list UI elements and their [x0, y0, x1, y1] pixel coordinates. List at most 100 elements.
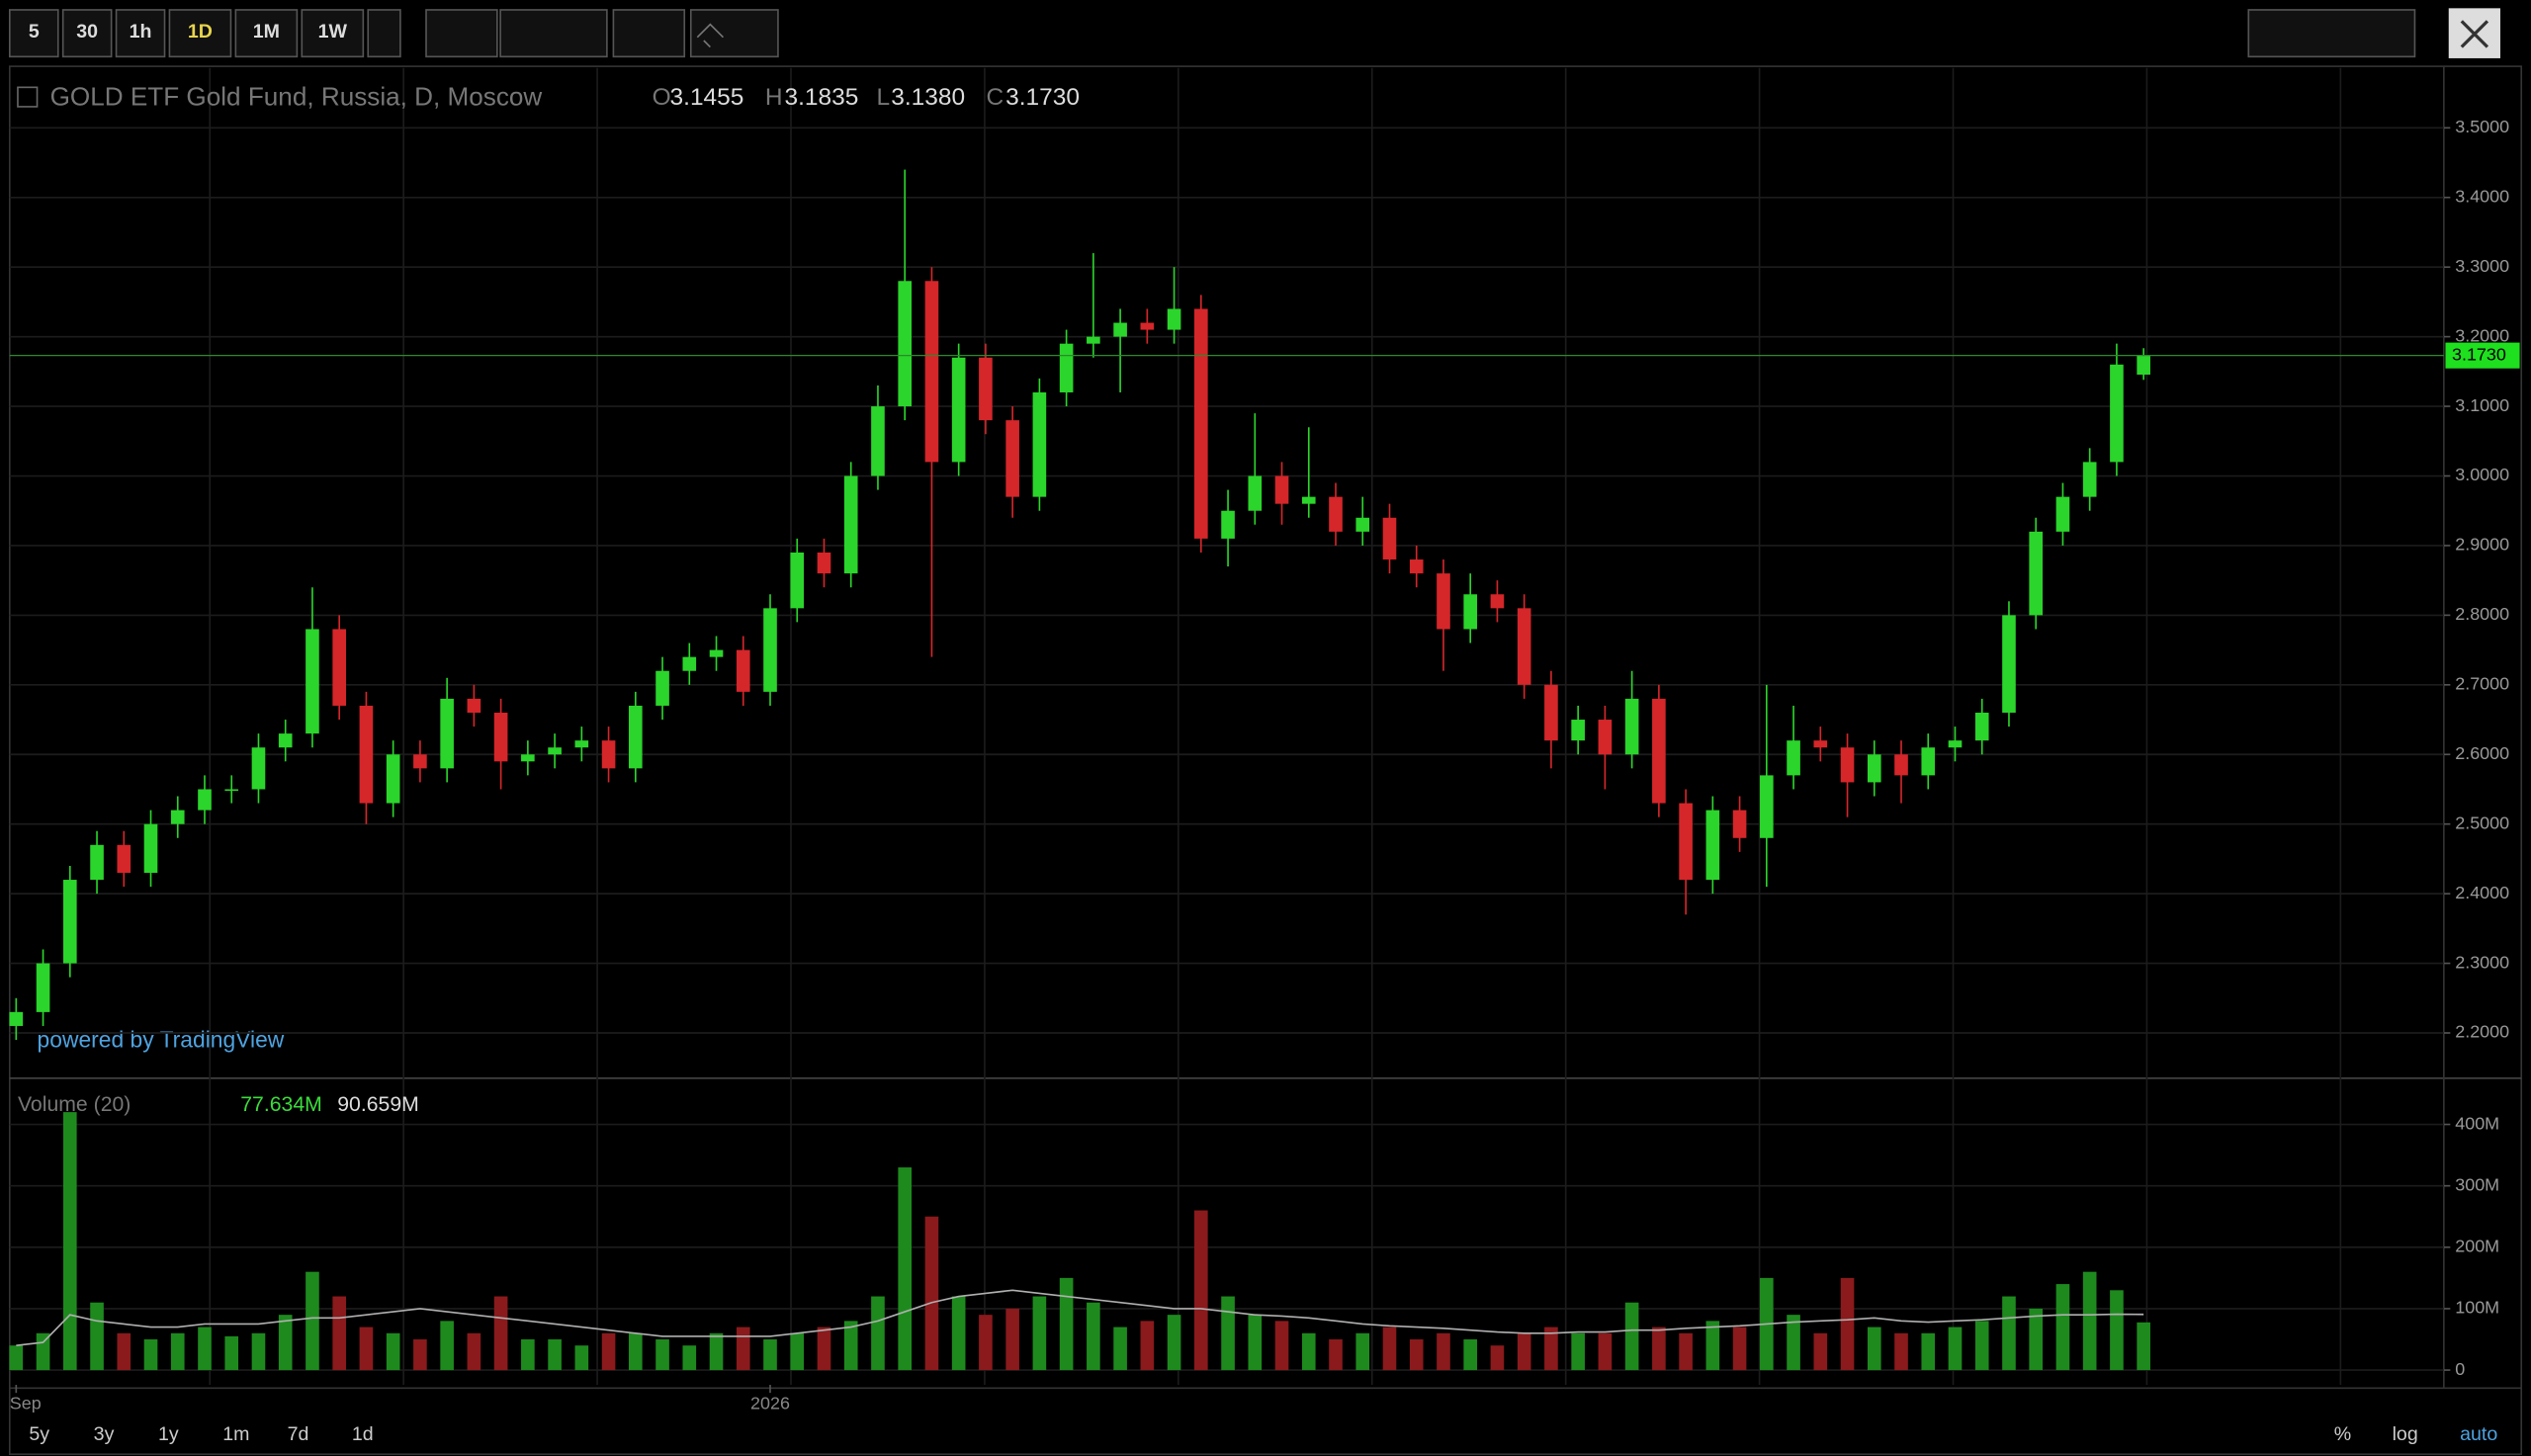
candle-body — [1005, 420, 1019, 497]
volume-bar — [170, 1332, 185, 1371]
candle-body — [2137, 355, 2150, 376]
collapse-icon[interactable] — [17, 86, 39, 108]
candle-body — [817, 552, 831, 574]
interval-button[interactable] — [61, 9, 113, 58]
volume-bar — [2002, 1296, 2016, 1371]
indicators-button[interactable] — [612, 9, 686, 58]
candle-body — [1382, 517, 1397, 560]
y-tick-label: 2.4000 — [2455, 883, 2509, 902]
undo-redo-buttons[interactable] — [689, 9, 779, 58]
x-tick-label: Sep — [10, 1393, 42, 1413]
volume-bar — [1571, 1332, 1585, 1371]
volume-bar — [1624, 1302, 1639, 1371]
candle-body — [224, 789, 239, 792]
volume-bar — [1194, 1210, 1208, 1371]
candle-body — [951, 357, 966, 463]
volume-bar — [1167, 1315, 1181, 1371]
candle-body — [198, 789, 212, 811]
interval-button[interactable] — [301, 9, 365, 58]
interval-button[interactable] — [115, 9, 166, 58]
cloud-buttons[interactable] — [2247, 9, 2416, 58]
range-button[interactable]: 3y — [94, 1423, 115, 1445]
interval-button[interactable] — [8, 9, 59, 58]
interval-button[interactable] — [168, 9, 232, 58]
candle-body — [2055, 496, 2070, 532]
volume-bar — [332, 1296, 346, 1371]
candle-body — [1167, 308, 1181, 330]
volume-bar — [278, 1315, 293, 1371]
low-value: 3.1380 — [891, 84, 965, 111]
y-tick-label: 3.4000 — [2455, 186, 2509, 206]
range-button[interactable]: 1d — [352, 1423, 374, 1445]
candle-body — [871, 406, 885, 476]
volume-bar — [1490, 1345, 1505, 1371]
y-tick-label: 2.9000 — [2455, 535, 2509, 555]
candle-body — [1571, 720, 1585, 741]
volume-bar — [790, 1332, 805, 1371]
y-tick-label: 2.5000 — [2455, 813, 2509, 832]
volume-bar — [1679, 1332, 1693, 1371]
volume-bar — [1005, 1308, 1019, 1371]
candle-body — [1679, 803, 1693, 881]
candle-body — [790, 552, 805, 609]
interval-button[interactable] — [234, 9, 299, 58]
plot: 2.2000 2.3000 2.4000 2.5000 2.6000 2.7000 2.80… — [9, 117, 2520, 1413]
low-label: L — [877, 84, 891, 111]
scale-option[interactable]: log — [2393, 1423, 2418, 1445]
volume-bar — [1463, 1339, 1478, 1371]
candle-style-button[interactable] — [499, 9, 608, 58]
candle-body — [1490, 594, 1505, 609]
price-tag-label: 3.1730 — [2452, 344, 2506, 364]
range-button[interactable]: 7d — [288, 1423, 309, 1445]
line-style-button[interactable] — [425, 9, 498, 58]
volume-bar — [1032, 1296, 1047, 1371]
candle-body — [601, 740, 616, 769]
volume-bar — [1087, 1302, 1100, 1371]
range-button[interactable]: 1m — [222, 1423, 249, 1445]
high-label: H — [765, 84, 783, 111]
candle-body — [413, 754, 427, 769]
candle-body — [2110, 364, 2124, 463]
candle-body — [90, 844, 104, 881]
volume-bar — [763, 1339, 777, 1371]
y-tick-label: 2.6000 — [2455, 743, 2509, 763]
candle-body — [1705, 810, 1720, 881]
volume-bar — [1921, 1332, 1936, 1371]
volume-bar — [2110, 1290, 2124, 1371]
volume-bar — [601, 1332, 616, 1371]
candle-body — [1867, 754, 1881, 783]
range-button[interactable]: 1y — [158, 1423, 179, 1445]
candle-body — [1248, 475, 1263, 511]
candle-body — [1194, 308, 1208, 539]
volume-bar — [467, 1332, 481, 1371]
y-tick-label: 2.7000 — [2455, 674, 2509, 694]
chart-title: GOLD ETF Gold Fund, Russia, D, Moscow — [50, 82, 543, 112]
volume-bar — [979, 1315, 993, 1371]
volume-bar — [1382, 1327, 1397, 1371]
candle-body — [359, 705, 374, 804]
volume-bar — [2029, 1308, 2044, 1371]
candle-body — [1113, 322, 1127, 337]
volume-bar — [1652, 1327, 1666, 1371]
candle-body — [843, 475, 858, 574]
candle-body — [1760, 775, 1774, 838]
interval-dropdown[interactable] — [367, 9, 401, 58]
candle-body — [1894, 754, 1908, 776]
candle-body — [1437, 573, 1450, 630]
candle-body — [629, 705, 643, 769]
volume-bar — [224, 1335, 239, 1371]
watermark[interactable]: powered by TradingView — [38, 1026, 285, 1052]
range-button[interactable]: 5y — [29, 1423, 49, 1445]
candle-body — [117, 844, 131, 873]
candle-body — [1732, 810, 1747, 838]
candle-body — [1921, 747, 1936, 776]
volume-bar — [413, 1339, 427, 1371]
volume-bar — [1355, 1332, 1370, 1371]
scale-option[interactable]: % — [2334, 1423, 2351, 1445]
candle-body — [1221, 510, 1235, 539]
scale-option[interactable]: auto — [2460, 1423, 2497, 1445]
volume-bar — [1813, 1332, 1828, 1371]
candle-body — [1517, 608, 1531, 685]
volume-bar — [682, 1345, 697, 1371]
ohlc-legend: O 3.1455 H 3.1835 L 3.1380 C 3.1730 — [653, 84, 1080, 111]
